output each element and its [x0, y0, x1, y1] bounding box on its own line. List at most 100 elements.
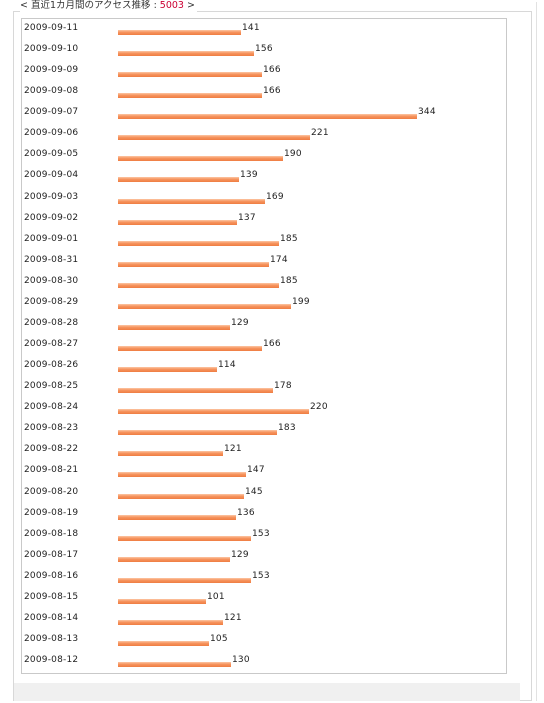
chart-row: 2009-08-27 166 [24, 337, 504, 352]
chart-row: 2009-08-13 105 [24, 632, 504, 647]
category-label: 2009-08-23 [24, 423, 79, 434]
value-label: 166 [263, 65, 281, 76]
bar [118, 619, 223, 625]
chart-row: 2009-08-20 145 [24, 485, 504, 499]
chart-row: 2009-08-21 147 [24, 463, 504, 478]
bar [118, 514, 236, 520]
bar [118, 493, 244, 499]
bar [118, 662, 231, 668]
bar [118, 114, 417, 120]
value-label: 137 [238, 212, 256, 223]
bar [118, 577, 251, 583]
chart-row: 2009-08-12 130 [24, 653, 504, 668]
chart-row: 2009-08-25 178 [24, 379, 504, 394]
value-label: 344 [418, 107, 436, 118]
category-label: 2009-08-26 [24, 360, 79, 371]
value-label: 121 [224, 444, 242, 455]
value-label: 169 [266, 191, 284, 202]
bar [118, 324, 230, 330]
chart-row: 2009-08-19 136 [24, 506, 504, 520]
bar [118, 51, 254, 57]
bar [118, 282, 279, 288]
value-label: 221 [311, 128, 329, 139]
bar [118, 598, 206, 604]
value-label: 136 [237, 507, 255, 518]
chart-row: 2009-09-05 190 [24, 147, 504, 162]
category-label: 2009-08-17 [24, 549, 79, 560]
bar [118, 93, 262, 99]
bar [118, 135, 310, 141]
bar [118, 409, 309, 415]
chart-header: < 直近1カ月間のアクセス推移 : 5003 > [20, 0, 197, 12]
category-label: 2009-08-21 [24, 465, 79, 476]
footer-strip [14, 683, 520, 701]
value-label: 101 [207, 591, 225, 602]
bar [118, 641, 209, 647]
category-label: 2009-08-20 [24, 486, 79, 497]
category-label: 2009-08-30 [24, 275, 79, 286]
chart-row: 2009-08-23 183 [24, 421, 504, 436]
chart-row: 2009-08-17 129 [24, 548, 504, 562]
category-label: 2009-09-09 [24, 65, 79, 76]
category-label: 2009-08-13 [24, 634, 79, 645]
header-suffix: > [183, 0, 195, 11]
bar [118, 556, 230, 562]
value-label: 139 [240, 170, 258, 181]
value-label: 141 [242, 23, 260, 33]
category-label: 2009-09-10 [24, 44, 79, 55]
category-label: 2009-09-11 [24, 23, 79, 33]
chart-row: 2009-08-28 129 [24, 316, 504, 330]
category-label: 2009-08-27 [24, 339, 79, 350]
value-label: 220 [310, 402, 328, 413]
bar [118, 177, 239, 183]
value-label: 114 [218, 360, 236, 371]
value-label: 199 [292, 296, 310, 307]
value-label: 185 [280, 233, 298, 244]
value-label: 153 [252, 528, 270, 539]
category-label: 2009-09-01 [24, 233, 79, 244]
chart-row: 2009-09-04 139 [24, 168, 504, 183]
chart-row: 2009-08-30 185 [24, 274, 504, 288]
category-label: 2009-09-04 [24, 170, 79, 181]
chart-row: 2009-09-02 137 [24, 211, 504, 225]
bar [118, 430, 277, 436]
value-label: 183 [278, 423, 296, 434]
value-label: 190 [284, 149, 302, 160]
category-label: 2009-08-31 [24, 254, 79, 265]
bar [118, 30, 241, 35]
category-label: 2009-08-15 [24, 591, 79, 602]
category-label: 2009-09-03 [24, 191, 79, 202]
chart-row: 2009-09-09 166 [24, 63, 504, 78]
category-label: 2009-08-28 [24, 317, 79, 328]
value-label: 129 [231, 317, 249, 328]
bar [118, 535, 251, 541]
category-label: 2009-08-16 [24, 570, 79, 581]
chart-row: 2009-08-15 101 [24, 590, 504, 604]
value-label: 145 [245, 486, 263, 497]
value-label: 121 [224, 612, 242, 623]
chart-row: 2009-09-03 169 [24, 190, 504, 204]
bar [118, 388, 273, 394]
chart-row: 2009-08-29 199 [24, 295, 504, 309]
bar [118, 303, 291, 309]
bar [118, 451, 223, 457]
category-label: 2009-08-14 [24, 612, 79, 623]
category-label: 2009-09-07 [24, 107, 79, 118]
category-label: 2009-09-02 [24, 212, 79, 223]
value-label: 174 [270, 254, 288, 265]
chart-row: 2009-08-31 174 [24, 253, 504, 267]
bar [118, 198, 265, 204]
value-label: 185 [280, 275, 298, 286]
category-label: 2009-09-06 [24, 128, 79, 139]
value-label: 105 [210, 634, 228, 645]
value-label: 166 [263, 86, 281, 97]
bar [118, 72, 262, 78]
chart-row: 2009-09-10 156 [24, 42, 504, 57]
category-label: 2009-08-29 [24, 296, 79, 307]
category-label: 2009-09-08 [24, 86, 79, 97]
bar [118, 261, 269, 267]
chart-row: 2009-08-24 220 [24, 400, 504, 415]
bar [118, 219, 237, 225]
chart-row: 2009-08-22 121 [24, 442, 504, 457]
total-count: 5003 [159, 0, 184, 11]
